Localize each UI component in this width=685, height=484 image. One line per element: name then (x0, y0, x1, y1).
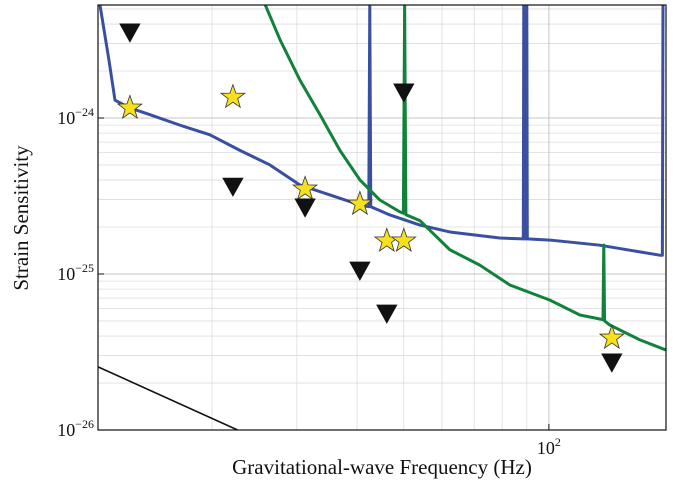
y-tick-label: 10−26 (57, 417, 94, 440)
series-line (98, 366, 238, 430)
triangle-down-marker (222, 177, 244, 197)
triangle-down-marker (376, 304, 398, 324)
star-marker (346, 190, 373, 216)
triangle-down-marker (349, 261, 371, 281)
triangle-down-marker (601, 353, 623, 373)
y-tick-label: 10−24 (57, 105, 94, 128)
tick-base: 10 (57, 108, 75, 128)
y-tick-label: 10−25 (57, 261, 94, 284)
x-tick-label: 102 (537, 435, 561, 458)
triangle-down-marker (119, 23, 141, 43)
tick-exponent: −26 (75, 417, 94, 431)
star-marker (390, 227, 417, 252)
triangle-down-marker (393, 83, 415, 103)
plot-frame (97, 4, 667, 431)
series-line (263, 5, 666, 352)
tick-base: 10 (57, 420, 75, 440)
star-marker (598, 324, 625, 350)
star-marker (116, 94, 143, 120)
star-marker (219, 83, 246, 109)
grid (98, 5, 666, 431)
plot-area (98, 5, 666, 430)
triangle-down-marker (294, 198, 316, 218)
x-axis-label: Gravitational-wave Frequency (Hz) (232, 455, 532, 479)
y-axis-label: Strain Sensitivity (9, 145, 33, 291)
tick-exponent: −25 (75, 261, 94, 275)
star-marker (292, 175, 319, 201)
tick-base: 10 (537, 438, 555, 458)
tick-base: 10 (57, 264, 75, 284)
series-line (98, 5, 665, 257)
tick-exponent: 2 (555, 435, 561, 449)
tick-exponent: −24 (75, 105, 94, 119)
